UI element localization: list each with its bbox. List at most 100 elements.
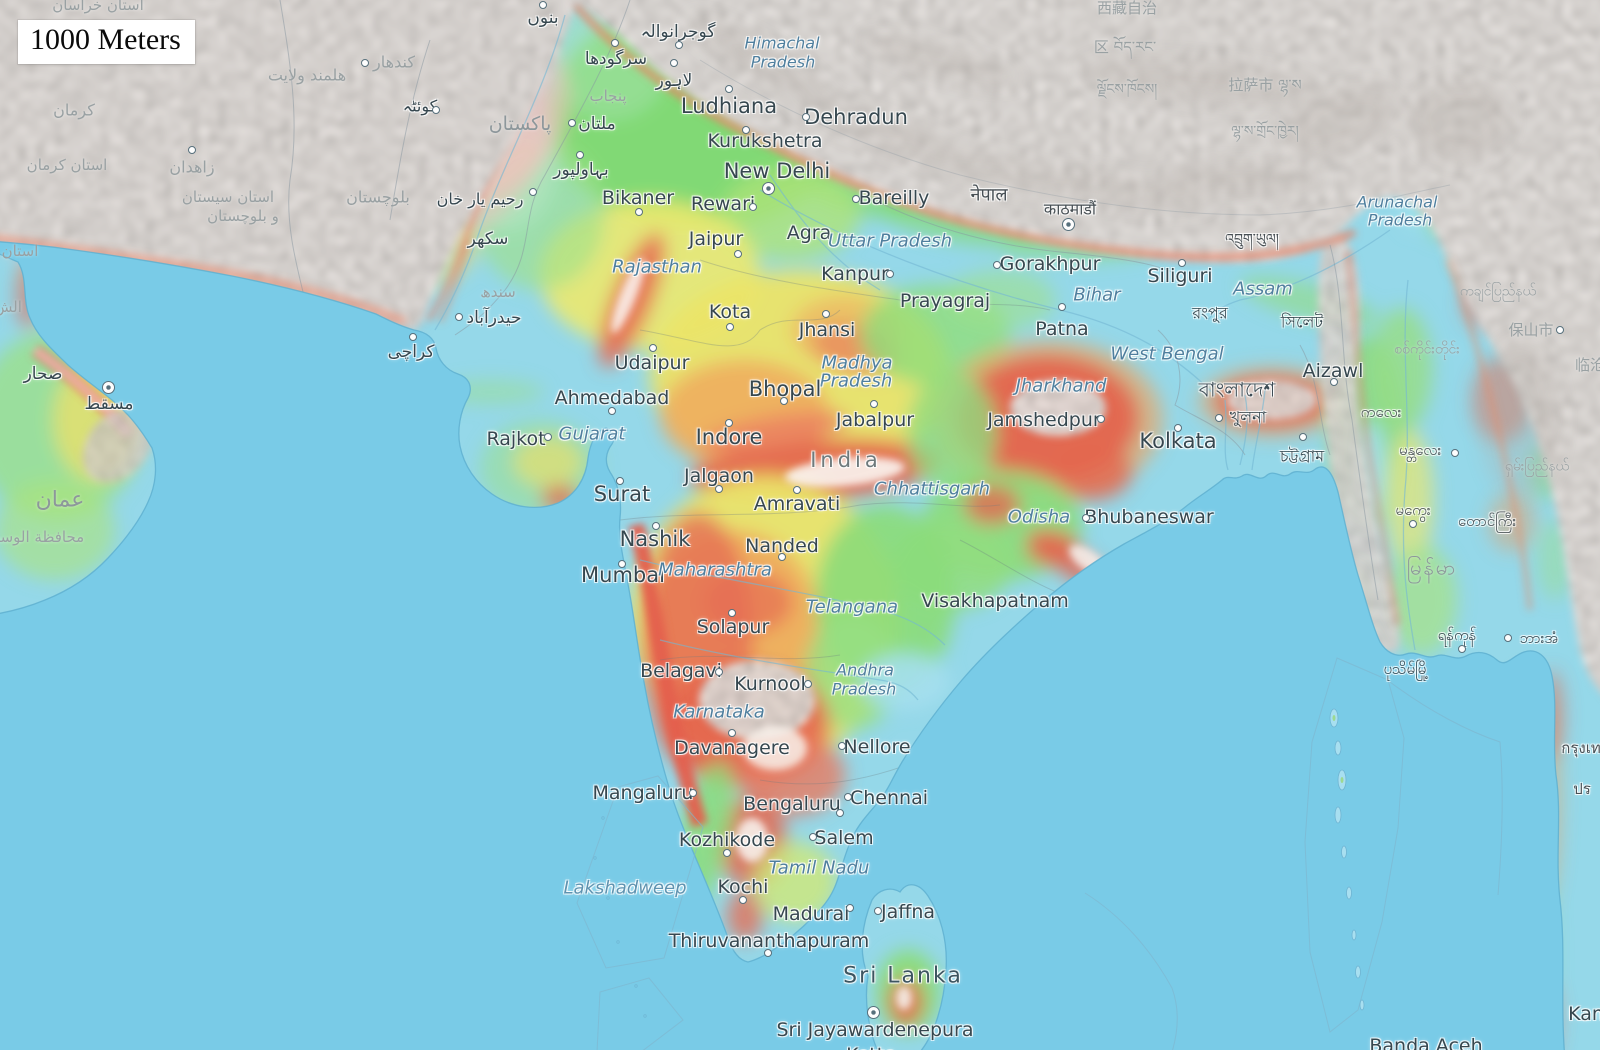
city-dot [618,560,626,568]
map-label: চট্টগ্রাম [1279,446,1325,466]
map-label: استان خراسان [52,0,144,15]
map-label: Odisha [1007,506,1071,528]
map-label: Rajasthan [612,256,702,278]
city-dot [822,310,830,318]
map-label: Nashik [619,526,691,551]
map-label: বাংলাদেশ [1198,377,1276,402]
map-label: Tamil Nadu [768,857,870,879]
city-dot [1556,326,1564,334]
map-label: Andhra [836,660,894,680]
city-dot [1174,424,1182,432]
map-label: استان سیستان [181,188,275,207]
map-label: Mumbai [581,562,665,587]
map-label: استان [1,242,39,261]
map-label: لاہور [655,71,693,92]
city-dot [844,793,852,801]
city-dot [1299,433,1307,441]
map-label: عمان [35,487,85,513]
map-label: Kurnool [734,673,806,696]
capital-ring [866,1005,880,1019]
map-label: محافظة الوسطى [0,528,85,547]
map-label: Jamshedpur [987,409,1101,432]
map-label: Jhansi [798,319,856,342]
city-dot [608,407,616,415]
city-dot [726,323,734,331]
map-label: Chennai [849,787,929,810]
map-label: Ludhiana [680,93,778,118]
map-label: འབྲུག་ཡུལ། [1225,231,1279,248]
map-label: Dehradun [804,104,908,129]
map-label: سکھر [467,229,509,250]
map-label: Bareilly [858,187,930,210]
city-dot [1330,378,1338,386]
capital-ring [101,380,115,394]
map-label: ལྗོངས་ཁོངས། [1096,81,1158,98]
city-dot [649,344,657,352]
city-dot [804,680,812,688]
map-label: Rajkot [486,428,546,451]
city-dot [836,809,844,817]
map-label: کراچی [387,342,435,363]
map-label: ပုသိမ်မြို့ [1383,660,1429,679]
city-dot [1409,520,1417,528]
map-label: Nanded [745,535,819,558]
map-label: Sri Jayawardenepura [776,1019,974,1042]
city-dot [1215,414,1223,422]
city-dot [723,849,731,857]
map-label: Bikaner [601,187,675,210]
map-label: Bengaluru [743,793,841,816]
city-dot [874,907,882,915]
map-label: Chhattisgarh [873,478,991,500]
map-label: Jharkhand [1015,375,1107,397]
city-dot [778,553,786,561]
capital-ring [1061,217,1075,231]
map-label: Surat [593,481,651,506]
map-label: Nellore [843,736,911,759]
map-label: ဘားအံ [1519,629,1559,648]
city-dot [780,397,788,405]
city-dot [993,261,1001,269]
city-dot [568,119,576,127]
elevation-legend-text: 1000 Meters [30,23,181,56]
city-dot [616,477,624,485]
map-label: Bhopal [748,376,822,401]
map-label: Indore [695,424,763,449]
map-label: سرگودها [584,49,648,70]
map-label: খুলনা [1229,407,1267,427]
map-label: Madurai [772,903,850,926]
map-label: بہاولپور [553,160,609,181]
city-dot [1082,514,1090,522]
map-label: ရန်ကုန် [1437,626,1477,645]
map-label: Kochi [717,876,769,899]
map-label: Lakshadweep [563,877,687,899]
map-label: 西藏自治 [1096,0,1158,18]
map-label: الش [0,298,22,317]
map-label: سندھ [480,283,516,302]
map-label: 拉萨市 ལྷ་ས [1228,76,1302,95]
map-label: Ahmedabad [554,387,670,410]
city-dot [1097,415,1105,423]
map-label: Uttar Pradesh [827,230,953,252]
city-dot [715,668,723,676]
city-dot [409,333,417,341]
map-label: Jaipur [688,228,744,251]
city-dot [1451,449,1459,457]
capital-ring [761,181,775,195]
map-label: ملتان [578,114,616,135]
city-dot [1178,259,1186,267]
city-dot [728,609,736,617]
city-dot [652,522,660,530]
city-dot [1058,303,1066,311]
city-dot [725,85,733,93]
map-label: استان کرمان [26,156,108,175]
map-label: Kolkata [1139,428,1217,453]
map-label: রংপুর [1192,303,1228,323]
map-label: Pradesh [750,52,816,72]
map-label: New Delhi [723,158,831,183]
city-dot [1458,645,1466,653]
map-label: صحار [23,364,63,385]
map-label: Assam [1233,278,1293,300]
map-label: کرمان [53,100,95,120]
